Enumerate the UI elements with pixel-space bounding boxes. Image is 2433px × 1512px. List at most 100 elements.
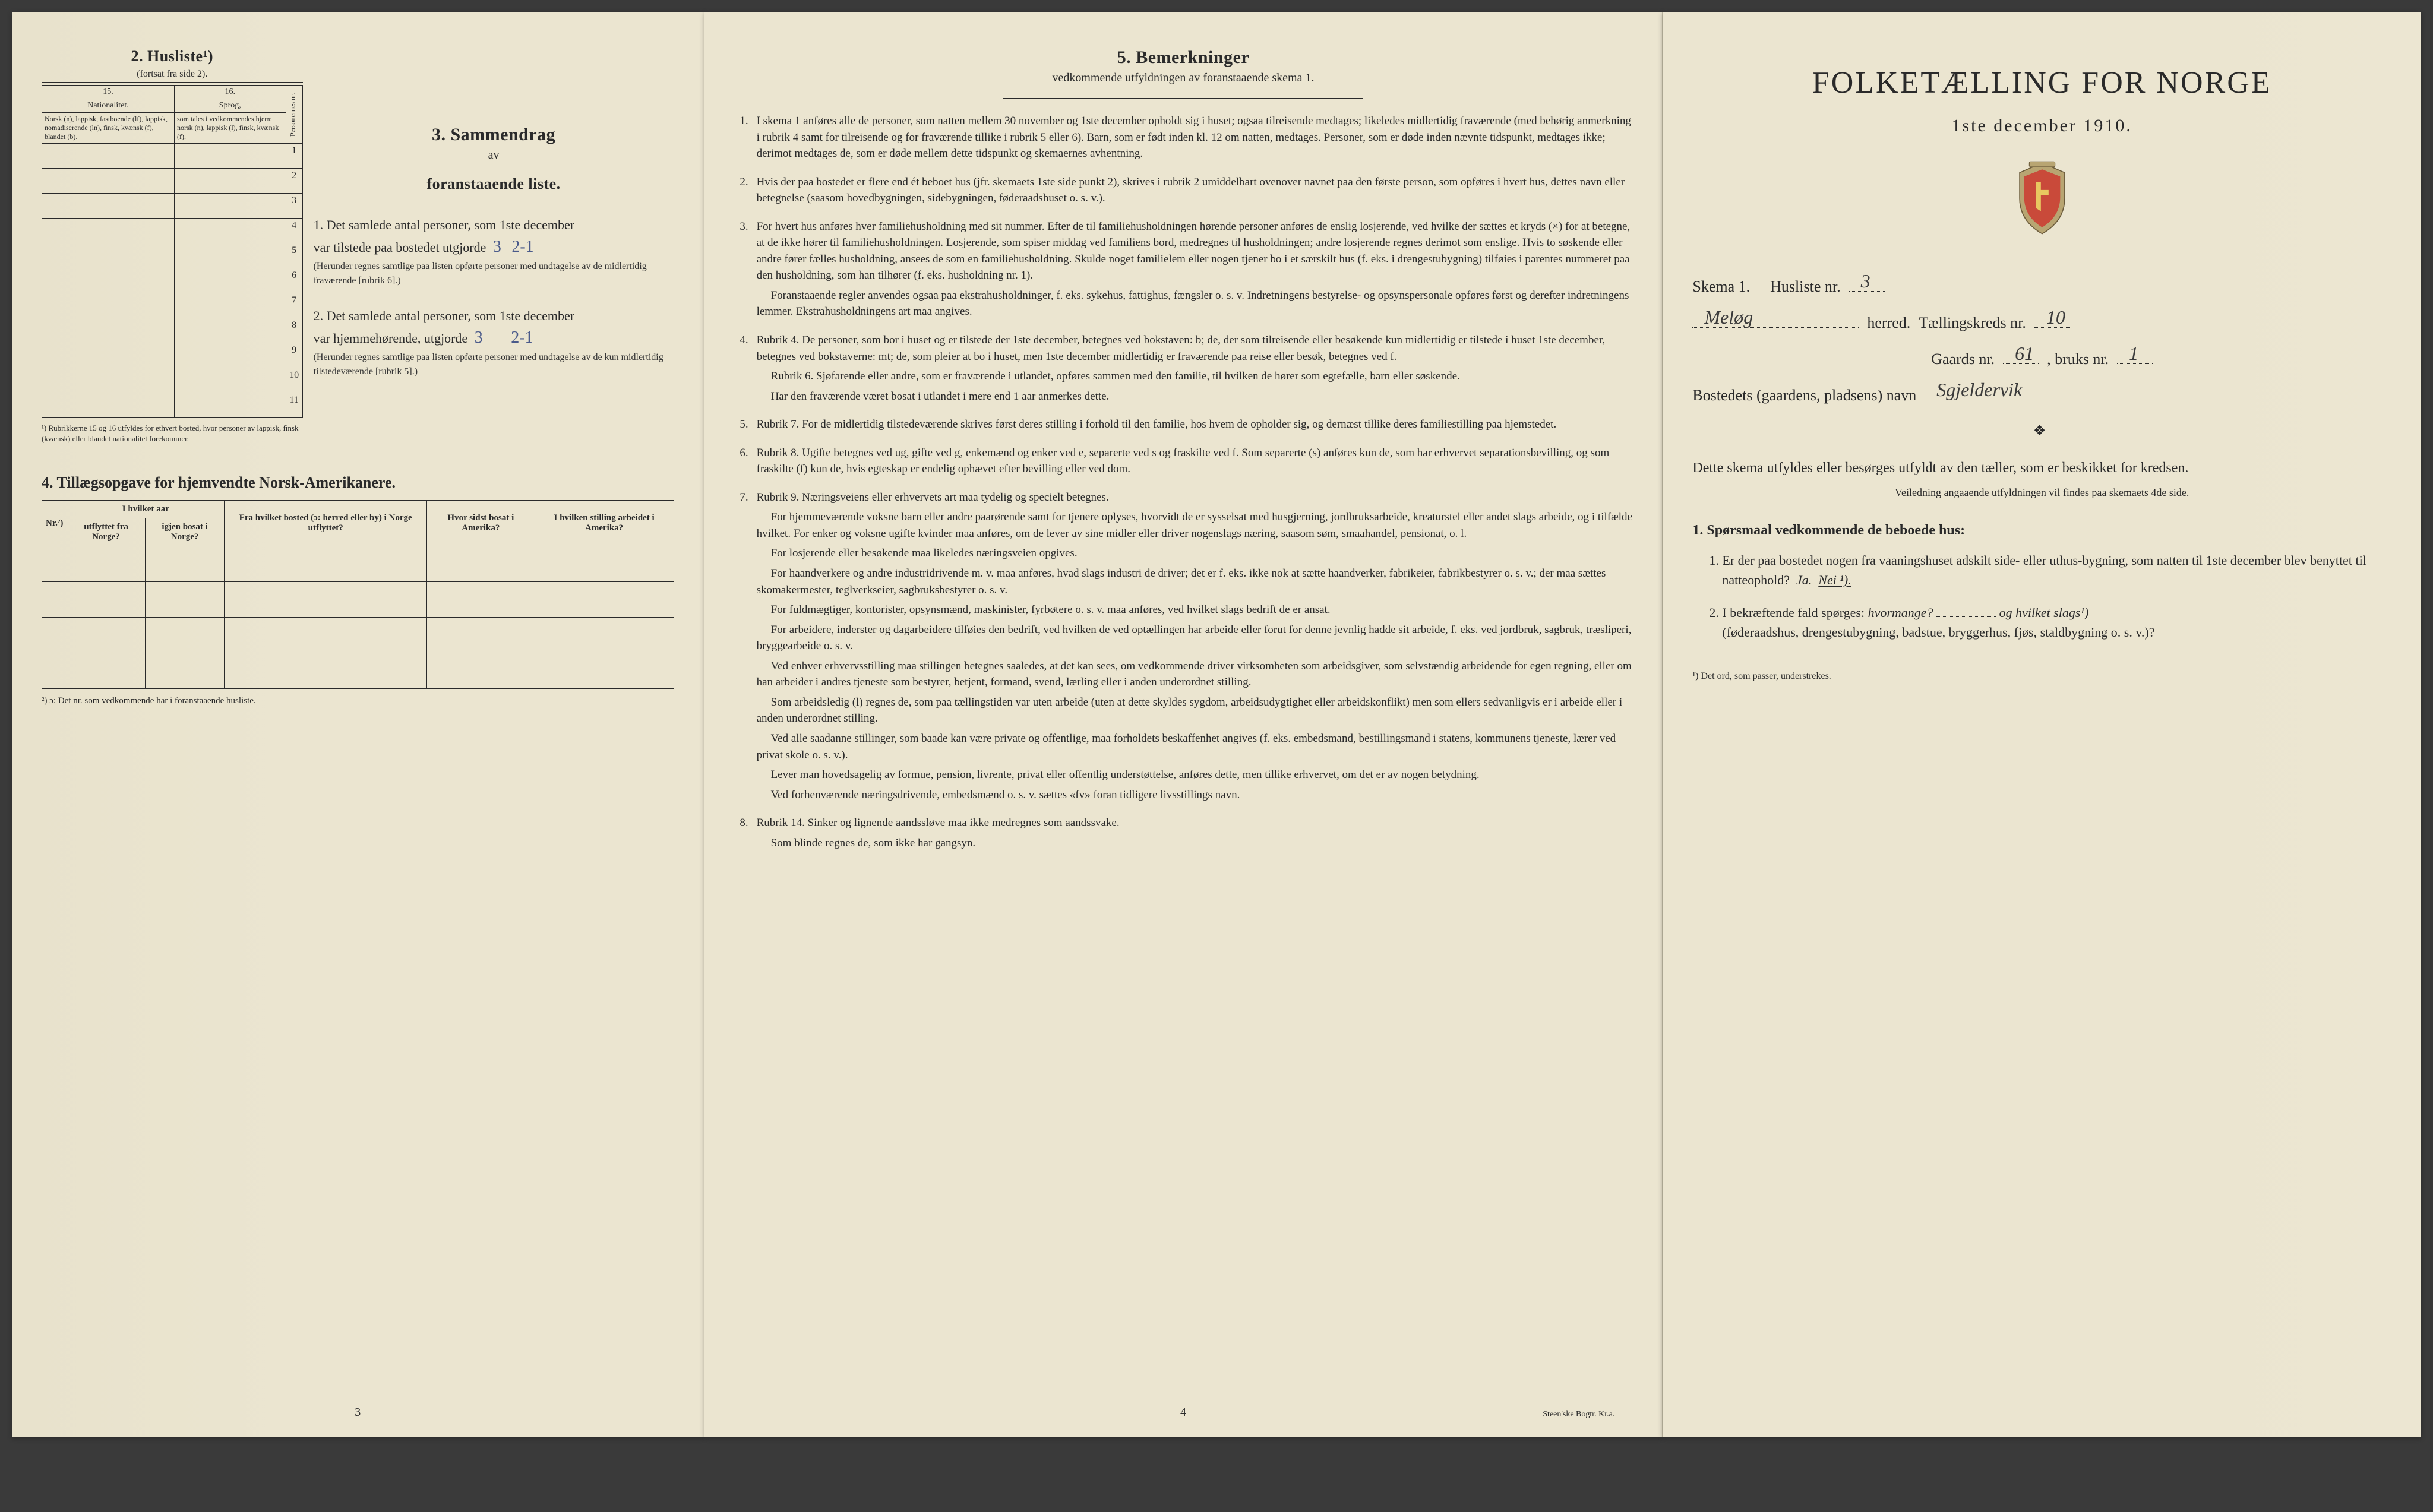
bemerk-item: 6.Rubrik 8. Ugifte betegnes ved ug, gift… bbox=[734, 445, 1633, 481]
bemerk-text: Rubrik 7. For de midlertidig tilstedevær… bbox=[757, 416, 1557, 436]
page3-footnote: ¹) Det ord, som passer, understrekes. bbox=[1692, 666, 2391, 682]
bemerk-number: 5. bbox=[734, 416, 748, 436]
bemerk-text: For hvert hus anføres hver familiehushol… bbox=[757, 219, 1633, 324]
americans-table: Nr.²) I hvilket aar Fra hvilket bosted (… bbox=[42, 500, 674, 689]
page-middle: 5. Bemerkninger vedkommende utfyldningen… bbox=[704, 12, 1663, 1437]
bemerk-para: For hjemmeværende voksne barn eller andr… bbox=[757, 509, 1633, 542]
q2d: (føderaadshus, drengestubygning, badstue… bbox=[1722, 625, 2154, 640]
husliste-subtitle: (fortsat fra side 2). bbox=[42, 69, 303, 80]
bemerk-para: Lever man hovedsagelig av formue, pensio… bbox=[757, 767, 1633, 783]
gaards-value: 61 bbox=[2015, 343, 2034, 365]
item1-hand1: 3 bbox=[489, 238, 505, 256]
row-num: 6 bbox=[286, 268, 302, 293]
bemerk-para: Hvis der paa bostedet er flere end ét be… bbox=[757, 174, 1633, 207]
coat-of-arms-icon bbox=[1692, 160, 2391, 241]
item2-hand1: 3 bbox=[471, 328, 486, 347]
bemerk-para: Som blinde regnes de, som ikke har gangs… bbox=[757, 835, 1120, 852]
bemerk-para: For hvert hus anføres hver familiehushol… bbox=[757, 219, 1633, 284]
nat-header: Nationalitet. bbox=[42, 99, 175, 113]
bemerk-para: For losjerende eller besøkende maa likel… bbox=[757, 545, 1633, 562]
husliste-label: Husliste nr. bbox=[1770, 278, 1840, 296]
bemerk-text: Rubrik 8. Ugifte betegnes ved ug, gifte … bbox=[757, 445, 1633, 481]
item2-b: var hjemmehørende, utgjorde bbox=[314, 331, 468, 346]
q2c: og hvilket slags¹) bbox=[1999, 605, 2089, 620]
bruks-value: 1 bbox=[2129, 343, 2138, 365]
bemerk-item: 5. Rubrik 7. For de midlertidig tilstedev… bbox=[734, 416, 1633, 436]
ornament-icon: ❖ bbox=[1692, 422, 2391, 439]
question-2: I bekræftende fald spørges: hvormange? o… bbox=[1722, 602, 2391, 642]
page-number: 4 bbox=[1180, 1406, 1186, 1419]
husliste-value: 3 bbox=[1861, 270, 1870, 292]
amer-col-0: Nr.²) bbox=[42, 501, 67, 546]
row-num: 1 bbox=[286, 144, 302, 169]
page-number: 3 bbox=[355, 1406, 361, 1419]
footnote-2: ²) ɔ: Det nr. som vedkommende har i fora… bbox=[42, 696, 674, 706]
bemerk-number: 3. bbox=[734, 219, 748, 324]
bemerk-para: Foranstaaende regler anvendes ogsaa paa … bbox=[757, 287, 1633, 320]
bemerk-sub: vedkommende utfyldningen av foranstaaend… bbox=[734, 71, 1633, 85]
bemerk-para: Ved forhenværende næringsdrivende, embed… bbox=[757, 787, 1633, 804]
bruks-label: , bruks nr. bbox=[2047, 350, 2109, 368]
amer-sub-0: utflyttet fra Norge? bbox=[67, 518, 145, 546]
sporsmaal-heading: 1. Spørsmaal vedkommende de beboede hus: bbox=[1692, 523, 2391, 539]
page-left: 2. Husliste¹) (fortsat fra side 2). 15. … bbox=[12, 12, 704, 1437]
bemerk-para: Rubrik 9. Næringsveiens eller erhvervets… bbox=[757, 489, 1633, 506]
bemerk-item: 3.For hvert hus anføres hver familiehush… bbox=[734, 219, 1633, 324]
printer-mark: Steen'ske Bogtr. Kr.a. bbox=[1543, 1410, 1614, 1419]
question-1: Er der paa bostedet nogen fra vaaningshu… bbox=[1722, 551, 2391, 590]
bemerk-text: Rubrik 14. Sinker og lignende aandssløve… bbox=[757, 815, 1120, 855]
bosted-label: Bostedets (gaardens, pladsens) navn bbox=[1692, 387, 1916, 404]
nat-desc: Norsk (n), lappisk, fastboende (lf), lap… bbox=[42, 113, 175, 144]
sec3-sub: foranstaaende liste. bbox=[314, 175, 674, 193]
bemerk-item: 8.Rubrik 14. Sinker og lignende aandsslø… bbox=[734, 815, 1633, 855]
bemerk-number: 6. bbox=[734, 445, 748, 481]
sprog-desc: som tales i vedkommendes hjem: norsk (n)… bbox=[175, 113, 286, 144]
sec3-av: av bbox=[314, 148, 674, 162]
gaards-label: Gaards nr. bbox=[1931, 350, 1995, 368]
bemerk-item: 2.Hvis der paa bostedet er flere end ét … bbox=[734, 174, 1633, 210]
personernes-nr: Personernes nr. bbox=[286, 86, 302, 144]
bemerk-text: Rubrik 9. Næringsveiens eller erhvervets… bbox=[757, 489, 1633, 806]
row-num: 2 bbox=[286, 169, 302, 194]
amer-col-4: I hvilken stilling arbeidet i Amerika? bbox=[535, 501, 674, 546]
sporsmaal-section: 1. Spørsmaal vedkommende de beboede hus:… bbox=[1692, 523, 2391, 642]
item2-a: 2. Det samlede antal personer, som 1ste … bbox=[314, 306, 674, 325]
bemerk-number: 1. bbox=[734, 113, 748, 166]
row-num: 9 bbox=[286, 343, 302, 368]
document-spread: 2. Husliste¹) (fortsat fra side 2). 15. … bbox=[12, 12, 2421, 1437]
row-num: 11 bbox=[286, 393, 302, 418]
skema-label: Skema 1. bbox=[1692, 278, 1750, 296]
row-num: 4 bbox=[286, 219, 302, 243]
tellingskreds-value: 10 bbox=[2046, 306, 2065, 328]
bemerk-para: Rubrik 7. For de midlertidig tilstedevær… bbox=[757, 416, 1557, 433]
item2-c: (Herunder regnes samtlige paa listen opf… bbox=[314, 350, 674, 379]
q1-ja: Ja. bbox=[1796, 572, 1812, 587]
bemerk-para: For fuldmægtiger, kontorister, opsynsmæn… bbox=[757, 602, 1633, 618]
sprog-header: Sprog, bbox=[175, 99, 286, 113]
amer-sub-1: igjen bosat i Norge? bbox=[145, 518, 225, 546]
bemerk-para: Rubrik 4. De personer, som bor i huset o… bbox=[757, 332, 1633, 365]
item1-c: (Herunder regnes samtlige paa listen opf… bbox=[314, 260, 674, 288]
herred-label: herred. bbox=[1867, 314, 1910, 332]
bemerk-para: Rubrik 6. Sjøfarende eller andre, som er… bbox=[757, 368, 1633, 385]
instructions-small: Veiledning angaaende utfyldningen vil fi… bbox=[1692, 486, 2391, 499]
bemerk-number: 7. bbox=[734, 489, 748, 806]
item1-a: 1. Det samlede antal personer, som 1ste … bbox=[314, 215, 674, 235]
page-right: FOLKETÆLLING FOR NORGE 1ste december 191… bbox=[1663, 12, 2421, 1437]
bemerk-para: For arbeidere, inderster og dagarbeidere… bbox=[757, 622, 1633, 654]
summary-item-2: 2. Det samlede antal personer, som 1ste … bbox=[314, 306, 674, 379]
row-num: 5 bbox=[286, 243, 302, 268]
row-num: 10 bbox=[286, 368, 302, 393]
row-num: 8 bbox=[286, 318, 302, 343]
bemerk-para: Ved enhver erhvervsstilling maa stilling… bbox=[757, 658, 1633, 691]
col-16: 16. bbox=[175, 86, 286, 99]
census-date: 1ste december 1910. bbox=[1692, 116, 2391, 136]
bemerk-para: For haandverkere og andre industridriven… bbox=[757, 565, 1633, 598]
nationality-table: 15. 16. Personernes nr. Nationalitet. Sp… bbox=[42, 85, 303, 418]
bemerkninger-list: 1.I skema 1 anføres alle de personer, so… bbox=[734, 113, 1633, 855]
amer-col-2: Fra hvilket bosted (ɔ: herred eller by) … bbox=[225, 501, 427, 546]
instructions: Dette skema utfyldes eller besørges utfy… bbox=[1692, 457, 2391, 479]
item1-b: var tilstede paa bostedet utgjorde bbox=[314, 240, 486, 255]
q2a: I bekræftende fald spørges: bbox=[1722, 605, 1865, 620]
bemerk-text: I skema 1 anføres alle de personer, som … bbox=[757, 113, 1633, 166]
